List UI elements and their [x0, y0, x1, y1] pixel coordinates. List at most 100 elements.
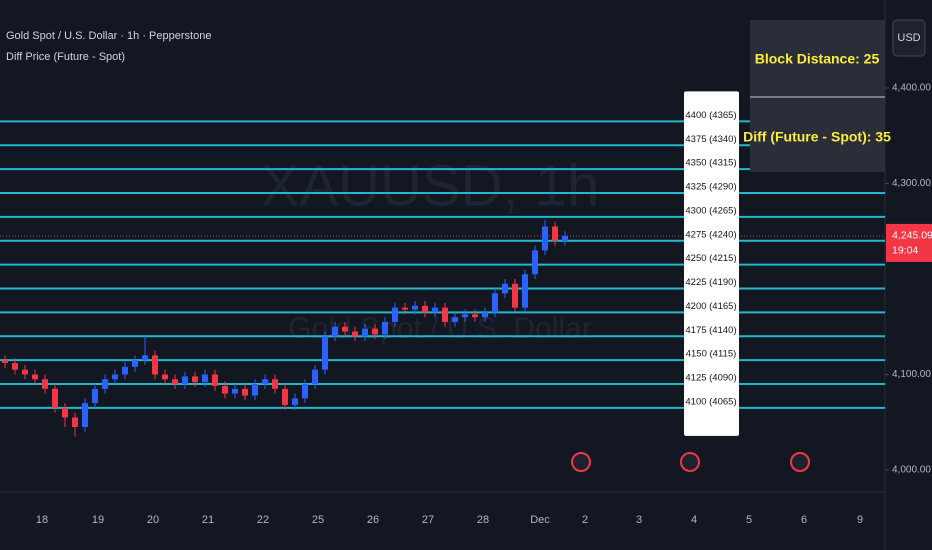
level-label: 4250 (4215)	[685, 253, 736, 264]
candle-body	[132, 360, 138, 367]
watermark-sub: Gold Spot / U.S. Dollar	[288, 312, 591, 345]
candle-body	[192, 376, 198, 383]
candle-body	[202, 374, 208, 383]
x-tick-label: 22	[257, 514, 269, 526]
candle-body	[552, 226, 558, 241]
x-tick-label: 26	[367, 514, 379, 526]
candle-body	[262, 379, 268, 385]
candle-body	[332, 326, 338, 337]
level-label: 4300 (4265)	[685, 205, 736, 216]
x-tick-label: 18	[36, 514, 48, 526]
candle-body	[422, 305, 428, 313]
x-tick-label: 6	[801, 514, 807, 526]
y-tick-label: 4,400.00	[892, 83, 931, 94]
level-label: 4150 (4115)	[686, 349, 737, 360]
last-price-label: 4,245.09	[892, 230, 932, 242]
level-label: 4350 (4315)	[685, 158, 736, 169]
candle-body	[362, 328, 368, 337]
candle-body	[272, 379, 278, 389]
candle-body	[462, 314, 468, 318]
candle-body	[522, 274, 528, 308]
candle-body	[142, 355, 148, 361]
x-tick-label: 9	[857, 514, 863, 526]
level-label-box	[684, 91, 739, 436]
currency-button[interactable]	[892, 19, 926, 57]
table-cell: Diff (Future - Spot): 35	[743, 129, 891, 145]
candle-body	[102, 379, 108, 389]
candle-body	[92, 388, 98, 404]
x-tick-label: 27	[422, 514, 434, 526]
level-label: 4375 (4340)	[685, 134, 736, 145]
candle-body	[212, 374, 218, 386]
table-cell: Block Distance: 25	[755, 51, 880, 67]
candle-body	[42, 379, 48, 389]
candle-body	[512, 283, 518, 308]
last-price-tag	[886, 223, 932, 262]
candle-body	[432, 307, 438, 313]
candle-body	[72, 417, 78, 428]
currency: USD	[897, 32, 920, 44]
candle-body	[322, 336, 328, 370]
event-icon[interactable]	[680, 452, 700, 472]
event-icon[interactable]	[571, 452, 591, 472]
candle-body	[562, 235, 568, 241]
level-label: 4200 (4165)	[685, 301, 736, 312]
candle-body	[62, 407, 68, 418]
candle-body	[492, 293, 498, 313]
candle-body	[52, 388, 58, 408]
candle-body	[352, 331, 358, 337]
candle-body	[82, 403, 88, 428]
candle-body	[222, 385, 228, 394]
level-label: 4225 (4190)	[685, 277, 736, 288]
candle-body	[532, 250, 538, 275]
candle-body	[112, 374, 118, 380]
candle-body	[282, 388, 288, 406]
candle-body	[482, 312, 488, 318]
candle-body	[312, 369, 318, 385]
candle-body	[252, 384, 258, 396]
indicator-title: Diff Price (Future - Spot)	[6, 51, 125, 63]
candle-body	[32, 374, 38, 380]
candle-body	[12, 363, 18, 370]
y-tick-label: 4,300.00	[892, 178, 931, 189]
candle-body	[382, 321, 388, 335]
candle-body	[302, 384, 308, 399]
x-tick-label: 28	[477, 514, 489, 526]
candle-body	[2, 360, 8, 364]
x-tick-label: 20	[147, 514, 159, 526]
chart-title: Gold Spot / U.S. Dollar · 1h · Peppersto…	[6, 30, 211, 42]
candle-body	[402, 307, 408, 310]
level-label: 4275 (4240)	[685, 229, 736, 240]
candle-body	[442, 307, 448, 322]
candle-body	[292, 398, 298, 406]
event-icon[interactable]	[790, 452, 810, 472]
level-label: 4400 (4365)	[685, 110, 736, 121]
level-label: 4100 (4065)	[685, 396, 736, 407]
level-label: 4325 (4290)	[685, 182, 736, 193]
candle-body	[392, 307, 398, 322]
x-tick-label: 21	[202, 514, 214, 526]
x-tick-label: 4	[691, 514, 697, 526]
countdown: 19:04	[892, 245, 918, 257]
candle-body	[502, 283, 508, 294]
watermark: XAUUSD, 1h	[261, 153, 599, 218]
x-tick-label: 19	[92, 514, 104, 526]
y-tick-label: 4,000.00	[892, 465, 931, 476]
candle-body	[22, 369, 28, 375]
x-tick-label: 2	[582, 514, 588, 526]
level-label: 4125 (4090)	[685, 373, 736, 384]
candle-body	[542, 226, 548, 251]
candle-body	[232, 388, 238, 394]
candle-body	[372, 328, 378, 335]
x-tick-label: 25	[312, 514, 324, 526]
candle-body	[412, 305, 418, 310]
x-tick-label: 5	[746, 514, 752, 526]
level-label: 4175 (4140)	[685, 325, 736, 336]
candle-body	[342, 326, 348, 332]
candle-body	[122, 366, 128, 375]
candle-body	[472, 314, 478, 318]
x-tick-label: Dec	[530, 514, 550, 526]
candle-body	[152, 355, 158, 375]
y-tick-label: 4,100.00	[892, 369, 931, 380]
